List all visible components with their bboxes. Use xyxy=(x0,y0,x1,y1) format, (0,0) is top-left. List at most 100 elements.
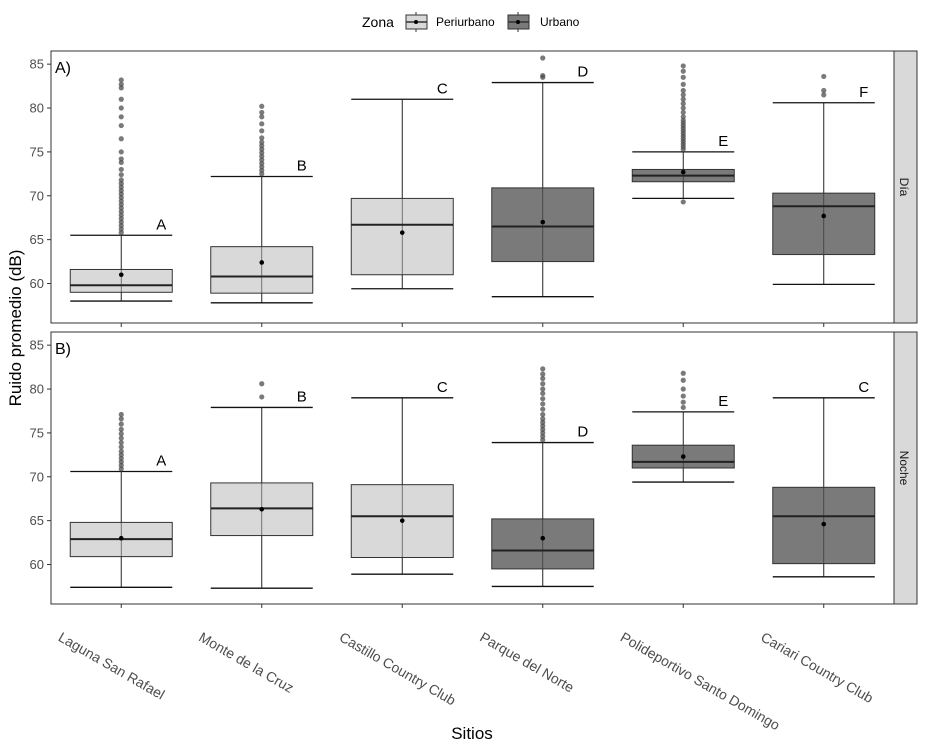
outlier-point xyxy=(680,377,686,383)
outlier-point xyxy=(259,139,265,145)
mean-point xyxy=(259,260,265,265)
mean-point xyxy=(680,454,686,459)
box-noche-1: B xyxy=(210,381,314,589)
strip-bottom xyxy=(893,331,918,605)
box-dia-1: B xyxy=(210,103,314,304)
outlier-point xyxy=(259,121,265,127)
box-noche-5: C xyxy=(772,379,876,578)
group-letter: D xyxy=(577,424,588,441)
outlier-point xyxy=(118,114,124,120)
strip-top xyxy=(893,50,918,324)
group-letter: B xyxy=(297,157,307,174)
y-tick-label: 60 xyxy=(30,557,44,572)
legend-key-periurbano xyxy=(405,12,428,32)
group-letter: A xyxy=(156,216,166,233)
outlier-point xyxy=(118,426,124,432)
outlier-point xyxy=(540,72,546,79)
outlier-point xyxy=(680,87,686,94)
group-letter: A xyxy=(156,453,166,470)
mean-point xyxy=(118,535,124,541)
y-tick-label: 75 xyxy=(30,144,44,159)
outlier-point xyxy=(680,199,686,205)
outlier-point xyxy=(680,109,686,116)
outlier-point xyxy=(118,421,124,427)
x-axis-title: Sitios xyxy=(451,724,493,743)
outlier-point xyxy=(680,63,686,69)
x-tick-label: Laguna San Rafael xyxy=(56,629,168,703)
y-tick-label: 80 xyxy=(30,382,44,397)
outlier-point xyxy=(680,96,686,102)
outlier-point xyxy=(118,122,124,129)
y-tick-label: 70 xyxy=(30,469,44,484)
y-tick-label: 85 xyxy=(30,338,44,353)
y-tick-label: 65 xyxy=(30,513,44,528)
outlier-point xyxy=(118,416,124,422)
outlier-point xyxy=(259,114,265,120)
outlier-point xyxy=(118,411,124,418)
outlier-point xyxy=(540,375,546,382)
outlier-point xyxy=(118,136,124,142)
outlier-point xyxy=(118,444,124,450)
y-axis-title: Ruido promedio (dB) xyxy=(6,250,25,407)
outlier-point xyxy=(680,105,686,111)
group-letter: B xyxy=(297,388,307,405)
panel-top-frame xyxy=(50,50,895,324)
group-letter: C xyxy=(437,379,448,396)
group-letter: C xyxy=(437,80,448,97)
y-tick-label: 80 xyxy=(30,101,44,116)
box-noche-2: C xyxy=(350,379,454,575)
legend: Zona Periurbano Urbano xyxy=(362,12,580,32)
mean-point xyxy=(259,506,265,512)
outlier-point xyxy=(259,394,265,400)
x-tick-label: Polideportivo Santo Domingo xyxy=(618,629,783,734)
outlier-point xyxy=(259,381,265,387)
outlier-point xyxy=(821,87,827,94)
outlier-point xyxy=(540,55,546,61)
outlier-point xyxy=(118,156,124,162)
box-dia-3: D xyxy=(491,55,595,298)
mean-point xyxy=(821,521,827,527)
outlier-point xyxy=(118,435,124,441)
outlier-point xyxy=(680,386,686,392)
outlier-point xyxy=(118,81,124,87)
x-tick-label: Parque del Norte xyxy=(477,629,577,696)
box-dia-0: A xyxy=(69,77,173,302)
mean-point xyxy=(399,518,405,523)
outlier-point xyxy=(680,81,686,87)
outlier-point xyxy=(821,73,827,80)
outlier-point xyxy=(680,393,686,399)
y-tick-label: 60 xyxy=(30,276,44,291)
outlier-point xyxy=(259,128,265,134)
mean-point xyxy=(118,272,124,278)
outlier-point xyxy=(118,149,124,155)
group-letter: F xyxy=(859,84,868,101)
y-tick-label: 85 xyxy=(30,57,44,72)
y-tick-label: 65 xyxy=(30,232,44,247)
panel-label-b: B) xyxy=(55,341,71,358)
outlier-point xyxy=(540,411,546,418)
mean-point xyxy=(540,219,546,225)
outlier-point xyxy=(540,386,546,392)
legend-label-urbano: Urbano xyxy=(540,15,580,29)
legend-label-periurbano: Periurbano xyxy=(436,15,495,29)
box-noche-4: E xyxy=(631,370,735,483)
outlier-point xyxy=(680,399,686,405)
outlier-point xyxy=(680,74,686,80)
x-tick-label: Castillo Country Club xyxy=(337,629,459,709)
mean-point xyxy=(680,169,686,175)
x-tick-labels: Laguna San Rafael Monte de la Cruz Castill… xyxy=(56,629,877,734)
outlier-point xyxy=(540,401,546,407)
strip-label-dia: Día xyxy=(897,178,911,197)
outlier-point xyxy=(680,114,686,120)
panel-label-a: A) xyxy=(55,60,71,77)
outlier-point xyxy=(540,381,546,387)
y-tick-label: 70 xyxy=(30,188,44,203)
box-dia-2: C xyxy=(350,80,454,290)
outlier-point xyxy=(821,92,827,98)
x-tick-label: Monte de la Cruz xyxy=(196,629,296,696)
outlier-point xyxy=(680,370,686,376)
outlier-point xyxy=(540,406,546,412)
outlier-point xyxy=(118,77,124,83)
box-dia-5: F xyxy=(772,73,876,286)
